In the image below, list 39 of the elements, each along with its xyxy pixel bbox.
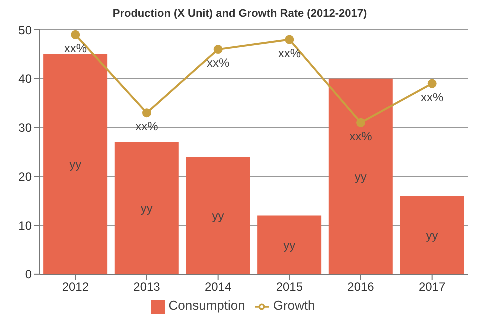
point (356, 118, 366, 128)
data-label: yy (284, 238, 296, 252)
bar (186, 157, 250, 274)
data-label: xx% (206, 56, 230, 70)
point (285, 35, 294, 44)
data-label: yy (212, 209, 224, 224)
bar (400, 196, 464, 274)
x-tick-label: 2013 (134, 280, 161, 294)
y-tick-label: 0 (25, 268, 32, 282)
data-label: xx% (136, 120, 159, 134)
x-tick-label: 2015 (276, 280, 304, 294)
y-tick-label: 50 (18, 23, 32, 38)
x-tick-label: 2012 (62, 280, 90, 294)
x-tick-label: 2016 (348, 280, 375, 294)
bar (114, 142, 179, 274)
legend-label: Growth (273, 298, 316, 314)
y-tick-label: 40 (18, 72, 32, 86)
data-label: xx% (278, 46, 302, 60)
x-tick-label: 2017 (418, 280, 446, 294)
bar (258, 216, 322, 274)
bar (44, 54, 108, 274)
point (142, 108, 152, 118)
bar (328, 78, 393, 274)
data-label: yy (140, 202, 153, 216)
y-tick-label: 10 (18, 218, 32, 233)
point (214, 45, 223, 54)
y-tick-label: 20 (18, 170, 32, 184)
data-label: yy (354, 170, 367, 184)
data-label: xx% (420, 90, 444, 104)
point (428, 79, 437, 88)
y-tick-label: 30 (18, 121, 32, 136)
data-label: xx% (64, 41, 88, 56)
legend-label: Consumption (168, 298, 246, 314)
x-tick-label: 2014 (204, 280, 232, 294)
data-label: yy (70, 158, 82, 172)
data-label: xx% (350, 129, 373, 144)
chart-title: Production (X Unit) and Growth Rate (2012-2017) (112, 8, 368, 22)
data-label: yy (426, 228, 438, 243)
point (71, 30, 80, 40)
